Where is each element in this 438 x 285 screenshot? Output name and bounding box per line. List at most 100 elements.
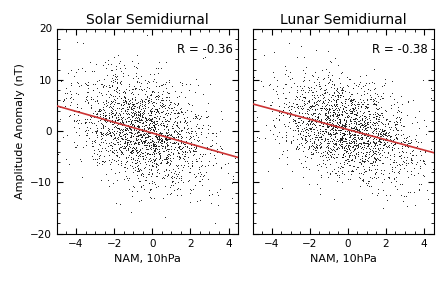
Point xyxy=(184,141,191,146)
Point xyxy=(83,97,90,102)
Point xyxy=(146,170,153,174)
Point xyxy=(169,174,176,179)
Point xyxy=(419,159,426,163)
Point xyxy=(134,53,141,58)
Point xyxy=(121,94,128,99)
Point xyxy=(289,76,296,81)
Point xyxy=(112,115,119,119)
Point xyxy=(163,131,170,136)
Point xyxy=(359,136,366,141)
Point xyxy=(340,146,347,151)
Point xyxy=(174,147,181,152)
Point xyxy=(355,82,362,87)
Point xyxy=(128,148,135,152)
Point xyxy=(125,96,132,101)
Point xyxy=(115,126,122,130)
Point xyxy=(308,143,315,148)
Point xyxy=(364,139,371,143)
Point xyxy=(149,116,156,120)
Point xyxy=(111,132,118,136)
Point xyxy=(332,142,339,146)
Point xyxy=(307,104,314,109)
Point xyxy=(364,122,371,127)
Point xyxy=(411,202,418,207)
Point xyxy=(352,152,359,156)
Point xyxy=(345,77,352,81)
Point xyxy=(170,141,177,145)
Point xyxy=(140,187,147,192)
Point xyxy=(374,112,381,117)
Point xyxy=(128,118,135,123)
Point xyxy=(150,100,157,104)
Point xyxy=(175,180,182,184)
Point xyxy=(367,126,374,130)
Point xyxy=(120,102,127,107)
Point xyxy=(318,154,325,158)
Point xyxy=(358,142,365,146)
Point xyxy=(391,137,398,141)
Point xyxy=(162,111,170,115)
Point xyxy=(158,98,165,103)
Point xyxy=(349,128,356,133)
Point xyxy=(393,122,400,126)
Point xyxy=(307,106,314,111)
Point xyxy=(347,100,354,105)
Point xyxy=(310,116,317,121)
Point xyxy=(359,158,366,163)
Point xyxy=(307,122,314,126)
Point xyxy=(391,170,398,174)
Point xyxy=(366,178,373,183)
Point xyxy=(96,113,103,118)
Point xyxy=(131,84,138,89)
Point xyxy=(141,115,148,119)
Point xyxy=(387,153,394,157)
Point xyxy=(129,122,136,127)
Point xyxy=(150,89,157,93)
Point xyxy=(345,108,352,113)
Point xyxy=(285,103,292,108)
Point xyxy=(167,170,174,174)
Point xyxy=(329,123,336,128)
Point xyxy=(299,111,306,116)
Point xyxy=(113,74,120,79)
Point xyxy=(130,102,137,106)
Point xyxy=(327,171,334,176)
Point xyxy=(154,114,161,118)
Point xyxy=(376,155,383,160)
Point xyxy=(422,162,429,167)
Point xyxy=(377,96,384,101)
Point xyxy=(133,123,140,128)
Point xyxy=(343,114,350,119)
Point xyxy=(110,148,117,152)
Point xyxy=(141,87,148,91)
Point xyxy=(113,111,120,116)
Point xyxy=(140,110,147,115)
Point xyxy=(156,116,163,121)
Point xyxy=(88,130,95,135)
Point xyxy=(298,134,305,139)
Point xyxy=(382,108,389,113)
Point xyxy=(366,168,373,173)
Point xyxy=(149,157,156,162)
Point xyxy=(142,88,149,93)
Point xyxy=(374,121,381,125)
Point xyxy=(314,111,321,116)
Point xyxy=(376,158,383,162)
Point xyxy=(356,122,363,126)
Point xyxy=(345,113,352,118)
Point xyxy=(361,131,368,135)
Point xyxy=(127,135,134,139)
Point xyxy=(126,116,133,121)
Point xyxy=(119,144,126,148)
Point xyxy=(337,100,344,104)
Point xyxy=(138,128,145,133)
Point xyxy=(353,91,360,95)
Point xyxy=(339,154,346,159)
Point xyxy=(350,141,357,145)
Point xyxy=(131,132,138,136)
Point xyxy=(149,127,156,131)
Point xyxy=(142,139,149,143)
Point xyxy=(119,137,126,141)
Point xyxy=(191,147,198,152)
Point xyxy=(303,127,310,131)
